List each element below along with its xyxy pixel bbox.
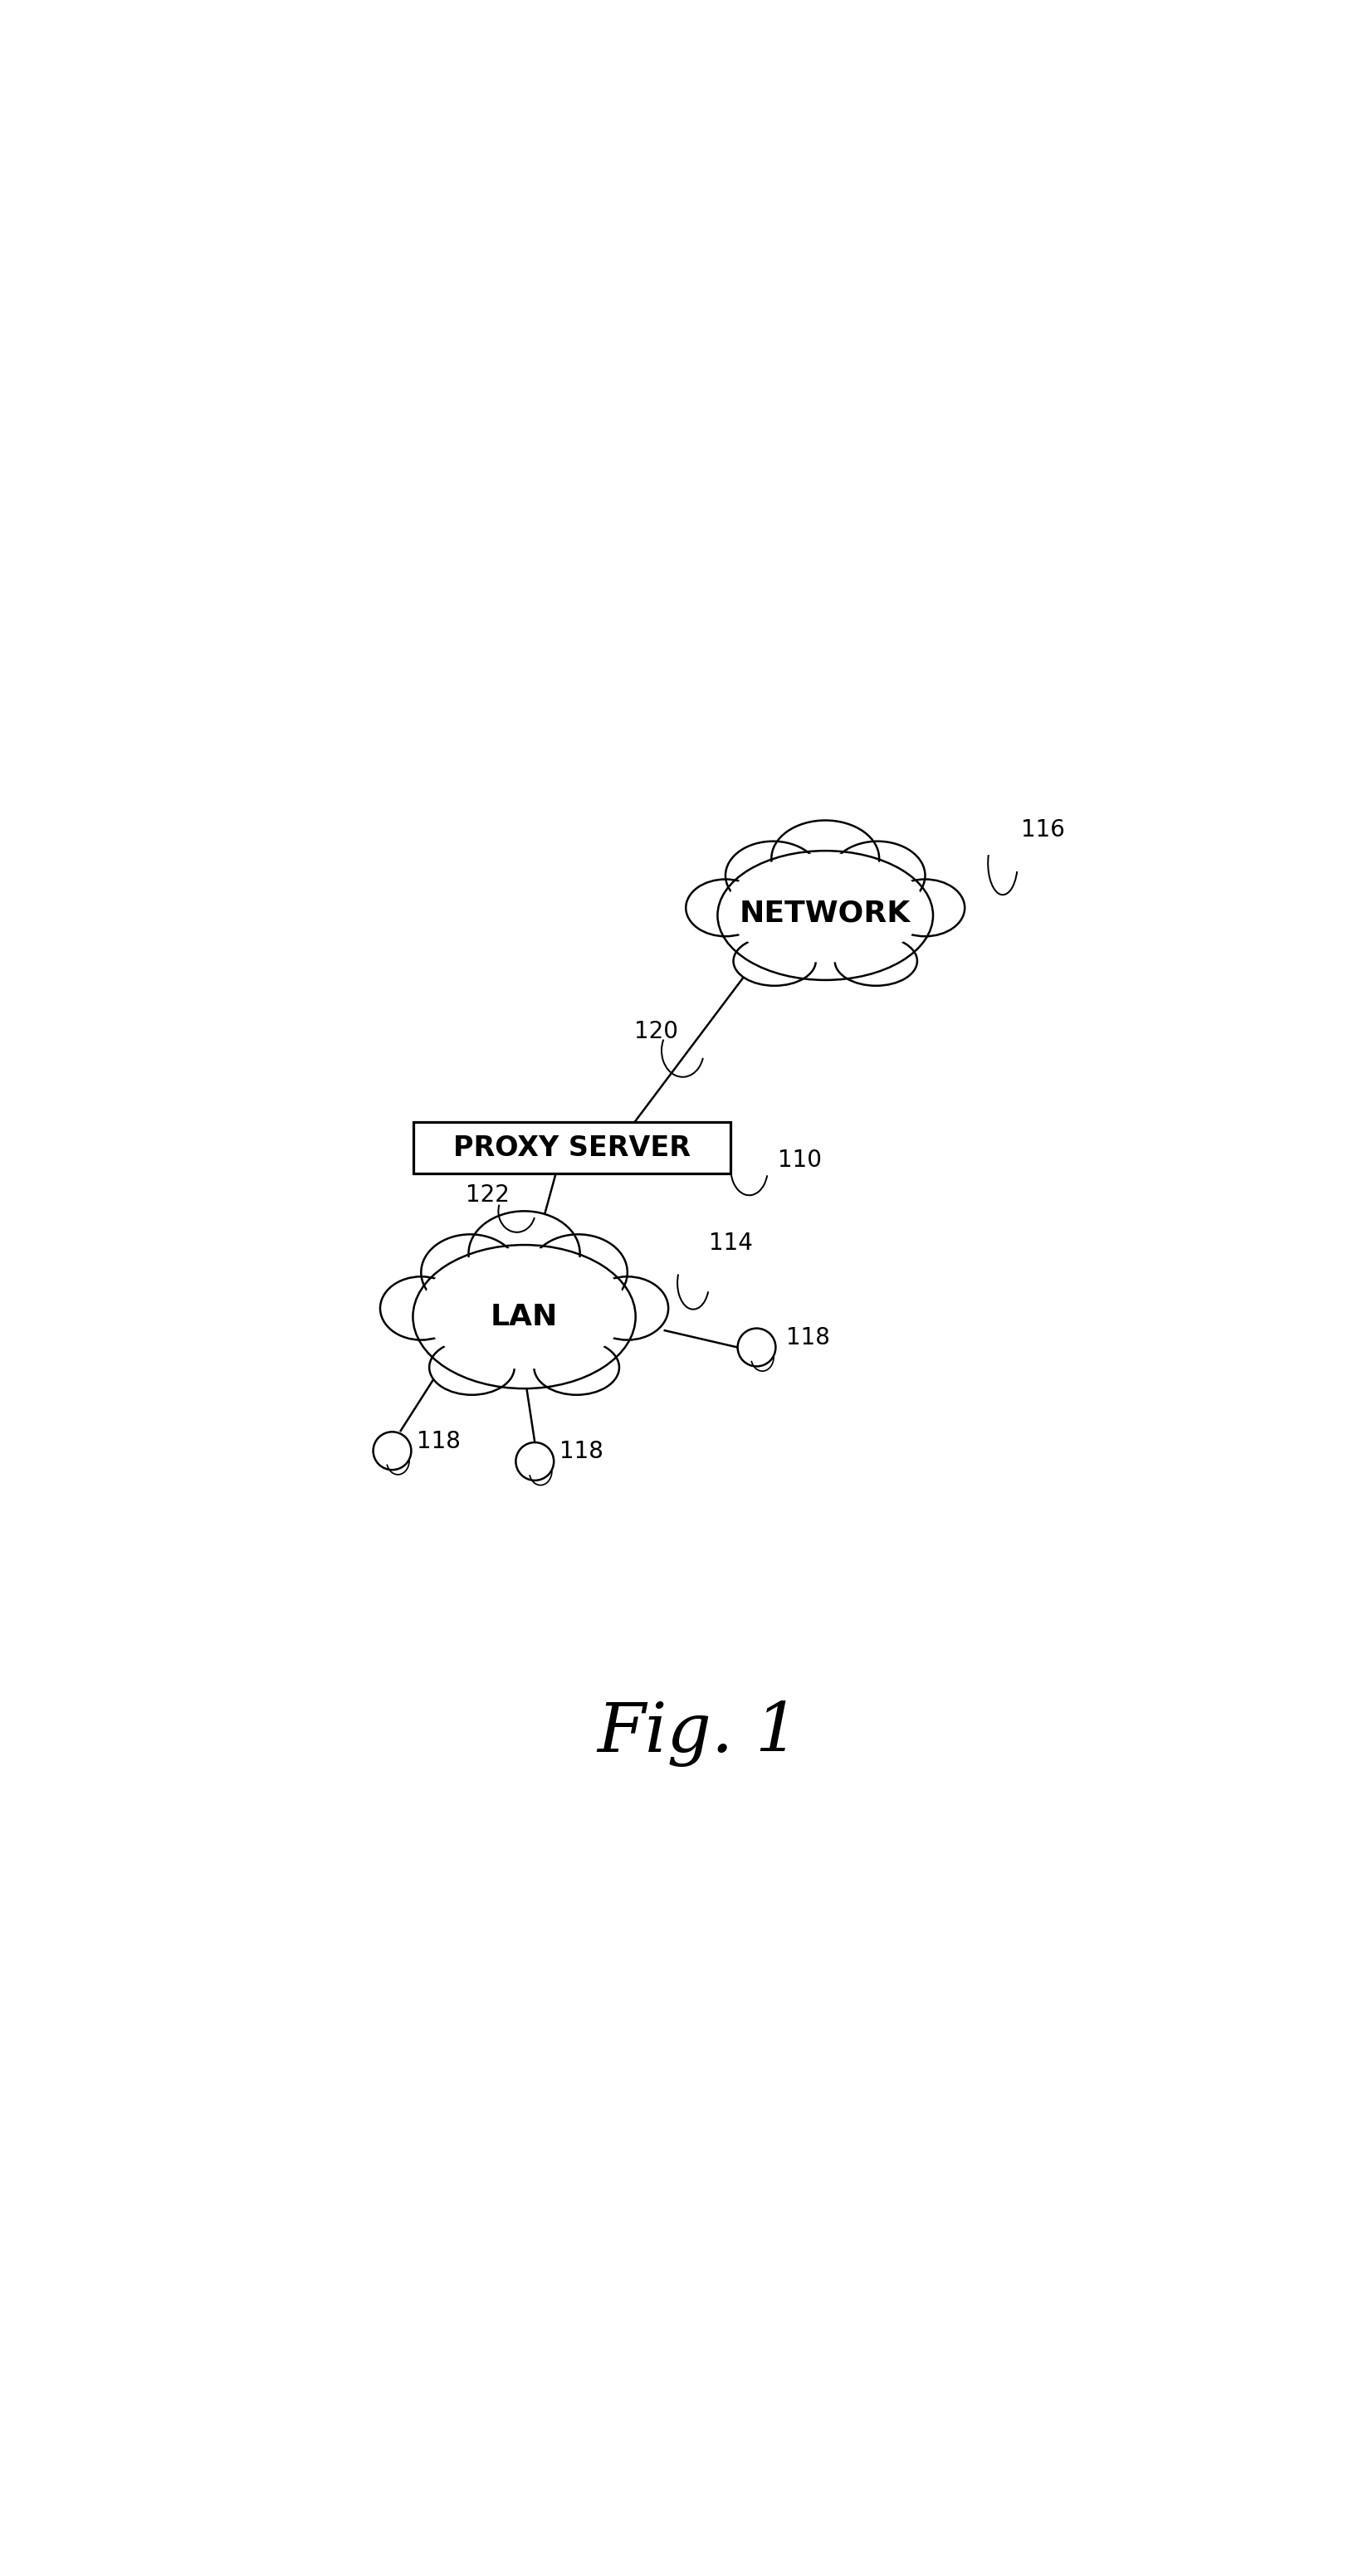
Ellipse shape (725, 842, 821, 909)
Text: Fig. 1: Fig. 1 (597, 1700, 800, 1767)
Circle shape (373, 1432, 412, 1471)
Ellipse shape (886, 878, 965, 935)
Text: 110: 110 (778, 1149, 822, 1172)
Ellipse shape (686, 878, 765, 935)
Ellipse shape (534, 1340, 619, 1394)
Text: 118: 118 (417, 1430, 461, 1453)
Ellipse shape (413, 1244, 635, 1388)
Ellipse shape (586, 1278, 668, 1340)
Text: 122: 122 (465, 1182, 510, 1208)
Ellipse shape (429, 1340, 514, 1394)
Ellipse shape (469, 1211, 579, 1296)
Ellipse shape (423, 1247, 627, 1368)
Text: PROXY SERVER: PROXY SERVER (453, 1133, 691, 1162)
Ellipse shape (830, 842, 925, 909)
Text: 118: 118 (559, 1440, 602, 1463)
Text: NETWORK: NETWORK (740, 899, 910, 927)
Text: 114: 114 (709, 1231, 752, 1255)
Text: 116: 116 (1021, 819, 1065, 842)
Ellipse shape (771, 819, 879, 896)
Ellipse shape (834, 935, 917, 987)
Ellipse shape (529, 1234, 627, 1311)
Ellipse shape (717, 850, 934, 979)
Circle shape (515, 1443, 553, 1481)
Ellipse shape (733, 935, 816, 987)
Text: LAN: LAN (491, 1303, 557, 1332)
FancyBboxPatch shape (413, 1123, 731, 1172)
Text: 118: 118 (786, 1327, 830, 1350)
Ellipse shape (726, 853, 924, 963)
Circle shape (737, 1329, 776, 1365)
Text: 120: 120 (634, 1020, 679, 1043)
Ellipse shape (380, 1278, 462, 1340)
Ellipse shape (421, 1234, 519, 1311)
